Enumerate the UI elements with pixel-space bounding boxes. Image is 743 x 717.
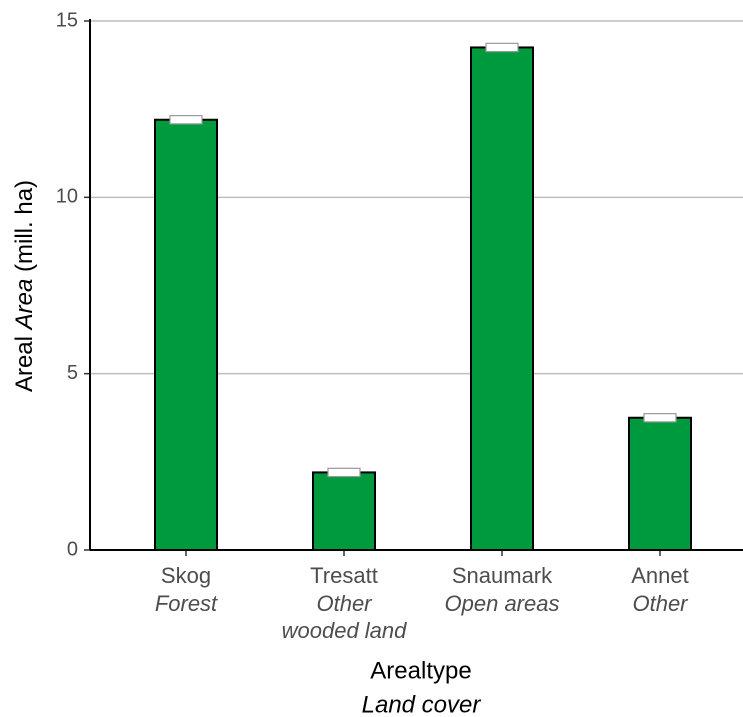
y-tick-label: 15 [56, 9, 78, 31]
x-tick-label-translation: Forest [155, 591, 218, 616]
x-tick-label: Tresatt [310, 563, 378, 588]
x-tick-label-translation: Other [316, 591, 373, 616]
bar [628, 416, 692, 551]
y-tick-label: 10 [56, 186, 78, 208]
x-tick-label: Annet [631, 563, 689, 588]
error-bar [327, 467, 361, 478]
x-tick-label: Skog [161, 563, 211, 588]
y-label-italic: Area [11, 279, 38, 332]
y-tick-label: 0 [67, 538, 78, 560]
y-label-text: Areal [11, 336, 38, 392]
x-tick-label: Snaumark [452, 563, 553, 588]
bar [470, 46, 534, 551]
error-bar [169, 115, 203, 125]
bar [312, 471, 376, 551]
x-tick-label-translation: Open areas [445, 591, 560, 616]
y-label-unit: (mill. ha) [11, 180, 38, 272]
x-axis-label: Arealtype [370, 657, 471, 684]
y-tick-label: 5 [67, 362, 78, 384]
error-bar [643, 413, 677, 423]
bar [154, 118, 218, 551]
x-tick-label-translation: Other [632, 591, 689, 616]
x-axis-label-translation: Land cover [362, 691, 482, 717]
x-tick-label-translation: wooded land [282, 618, 408, 643]
error-bar [485, 42, 519, 53]
y-axis-label: Areal Area (mill. ha) [11, 180, 38, 392]
